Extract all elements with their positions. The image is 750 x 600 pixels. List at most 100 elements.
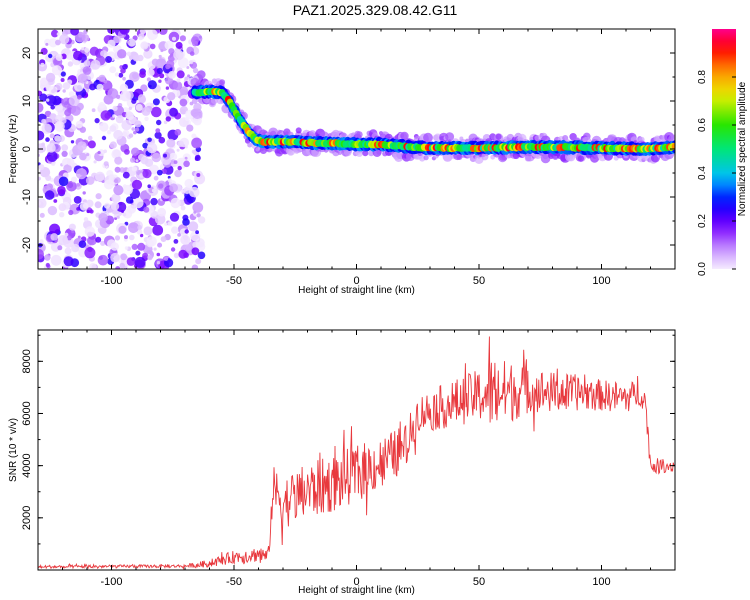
noise-blob xyxy=(134,120,142,128)
noise-blob xyxy=(47,205,58,216)
noise-blob xyxy=(193,116,202,126)
noise-blob xyxy=(137,94,146,102)
noise-blob xyxy=(126,257,136,266)
y-axis-label: Frequency (Hz) xyxy=(8,115,19,184)
noise-blob xyxy=(166,138,176,148)
ridge-halo xyxy=(474,154,484,164)
noise-blob xyxy=(38,164,45,171)
noise-blob xyxy=(122,64,128,70)
noise-blob xyxy=(70,29,79,36)
noise-blob xyxy=(45,262,50,268)
noise-blob xyxy=(124,149,130,155)
noise-blob xyxy=(133,130,137,135)
noise-blob xyxy=(41,118,47,124)
noise-blob xyxy=(155,128,161,134)
noise-blob xyxy=(50,233,58,241)
x-tick-label: 0 xyxy=(353,275,359,287)
noise-blob xyxy=(51,65,63,76)
noise-blob xyxy=(191,149,196,154)
x-tick-label: 0 xyxy=(353,576,359,588)
y-tick-label: 8000 xyxy=(21,349,33,373)
ridge-halo xyxy=(577,155,585,162)
noise-blob xyxy=(109,125,117,132)
noise-blob xyxy=(38,176,41,181)
noise-blob xyxy=(43,77,47,82)
ridge-halo xyxy=(308,130,316,138)
noise-blob xyxy=(129,234,135,241)
noise-blob xyxy=(38,102,44,113)
noise-blob xyxy=(167,54,175,62)
noise-blob xyxy=(129,71,140,83)
noise-blob xyxy=(112,105,118,111)
noise-blob xyxy=(91,108,96,113)
noise-blob xyxy=(51,162,56,166)
noise-blob xyxy=(158,79,162,83)
noise-blob xyxy=(75,120,84,129)
noise-blob xyxy=(38,130,45,141)
ridge-halo xyxy=(400,131,409,141)
noise-blob xyxy=(62,89,66,93)
noise-blob xyxy=(137,242,146,251)
x-tick-label: 100 xyxy=(592,576,610,588)
noise-blob xyxy=(104,202,111,209)
noise-blob xyxy=(73,50,83,61)
noise-blob xyxy=(163,120,168,125)
noise-blob xyxy=(169,107,179,117)
noise-blob xyxy=(150,103,155,107)
noise-blob xyxy=(168,71,176,79)
noise-blob xyxy=(107,39,116,48)
noise-blob xyxy=(100,110,111,121)
noise-blob xyxy=(113,178,119,184)
noise-blob xyxy=(173,160,178,165)
noise-blob xyxy=(86,209,90,214)
noise-blob xyxy=(103,149,107,154)
noise-blob xyxy=(121,119,132,131)
noise-blob xyxy=(172,81,183,91)
noise-blob xyxy=(127,38,136,47)
noise-blob xyxy=(68,95,80,107)
noise-blob xyxy=(153,247,157,251)
noise-blob xyxy=(41,123,52,134)
noise-blob xyxy=(152,98,160,106)
noise-blob xyxy=(125,196,134,204)
noise-blob xyxy=(119,262,125,269)
noise-blob xyxy=(177,140,184,147)
noise-blob xyxy=(176,148,180,152)
noise-blob xyxy=(67,61,74,67)
noise-blob xyxy=(60,71,66,77)
noise-blob xyxy=(172,36,176,41)
noise-blob xyxy=(156,67,163,75)
noise-blob xyxy=(186,66,190,69)
noise-blob xyxy=(94,201,102,209)
noise-blob xyxy=(120,253,128,261)
noise-blob xyxy=(95,79,99,83)
noise-blob xyxy=(39,93,48,102)
x-tick-label: 50 xyxy=(473,576,485,588)
noise-blob xyxy=(184,229,189,234)
noise-blob xyxy=(119,167,125,173)
ridge-halo xyxy=(423,155,429,161)
noise-blob xyxy=(79,152,87,161)
noise-blob xyxy=(118,72,124,78)
noise-blob xyxy=(140,84,148,92)
noise-blob xyxy=(147,137,152,143)
noise-blob xyxy=(58,176,69,187)
y-tick-label: -20 xyxy=(21,237,33,253)
noise-blob xyxy=(71,243,80,253)
noise-blob xyxy=(61,150,68,157)
noise-blob xyxy=(135,250,141,256)
noise-blob xyxy=(175,41,183,49)
noise-blob xyxy=(124,246,129,250)
noise-blob xyxy=(108,174,115,181)
noise-blob xyxy=(80,167,84,171)
noise-blob xyxy=(189,51,195,56)
noise-blob xyxy=(48,85,58,95)
noise-blob xyxy=(179,35,186,42)
noise-blob xyxy=(122,171,130,179)
noise-blob xyxy=(107,239,116,249)
noise-blob xyxy=(164,256,169,261)
noise-blob xyxy=(49,133,55,139)
noise-blob xyxy=(117,49,127,59)
noise-blob xyxy=(183,186,191,194)
noise-blob xyxy=(57,245,63,251)
